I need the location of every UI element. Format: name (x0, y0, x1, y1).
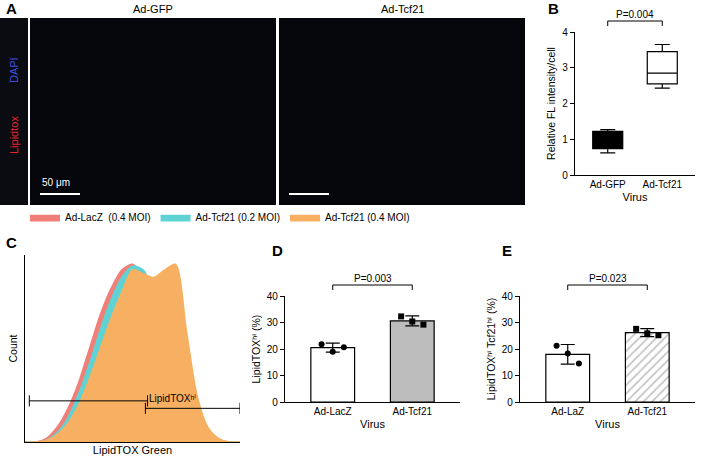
svg-text:Ad-LacZ: Ad-LacZ (314, 406, 352, 417)
svg-text:Ad-LaZ: Ad-LaZ (551, 406, 584, 417)
svg-text:40: 40 (267, 291, 279, 302)
svg-text:1: 1 (562, 134, 568, 145)
svg-text:40: 40 (502, 291, 514, 302)
svg-text:LipidTOXʰⁱ Tcf21ʰⁱ (%): LipidTOXʰⁱ Tcf21ʰⁱ (%) (485, 298, 497, 400)
svg-text:Ad-Tcf21: Ad-Tcf21 (393, 406, 433, 417)
svg-text:A: A (6, 0, 17, 17)
svg-text:30: 30 (267, 317, 279, 328)
svg-text:Ad-Tcf21 (0.2 MOI): Ad-Tcf21 (0.2 MOI) (196, 212, 280, 223)
svg-text:10: 10 (267, 370, 279, 381)
svg-text:Virus: Virus (623, 191, 648, 203)
svg-text:2: 2 (562, 98, 568, 109)
svg-text:Ad-Tcf21: Ad-Tcf21 (628, 406, 668, 417)
svg-text:0: 0 (562, 170, 568, 181)
svg-text:LipidTOXʰⁱ (%): LipidTOXʰⁱ (%) (250, 315, 262, 384)
svg-text:LipidTOXʰⁱ: LipidTOXʰⁱ (149, 393, 196, 404)
svg-text:Ad-GFP: Ad-GFP (590, 179, 626, 190)
svg-text:B: B (548, 0, 559, 17)
svg-text:30: 30 (502, 317, 514, 328)
svg-text:10: 10 (502, 370, 514, 381)
svg-text:Ad-Tcf21 (0.4 MOI): Ad-Tcf21 (0.4 MOI) (325, 212, 409, 223)
svg-text:20: 20 (267, 344, 279, 355)
svg-text:P=0.023: P=0.023 (589, 273, 627, 284)
svg-text:C: C (6, 234, 17, 251)
svg-text:20: 20 (502, 344, 514, 355)
svg-text:0: 0 (272, 397, 278, 408)
svg-text:Virus: Virus (360, 418, 385, 430)
svg-text:Count: Count (7, 334, 19, 362)
svg-text:Ad-Tcf21: Ad-Tcf21 (643, 179, 683, 190)
svg-text:3: 3 (562, 62, 568, 73)
svg-text:P=0.004: P=0.004 (616, 9, 654, 20)
svg-text:DAPI: DAPI (8, 57, 20, 83)
svg-text:0: 0 (507, 397, 513, 408)
svg-text:LipidTOX Green: LipidTOX Green (93, 444, 172, 456)
svg-text:E: E (502, 242, 512, 259)
svg-text:Relative FL intensity/cell: Relative FL intensity/cell (545, 47, 557, 160)
svg-text:Virus: Virus (595, 418, 620, 430)
svg-text:50 μm: 50 μm (42, 177, 70, 188)
svg-text:P=0.003: P=0.003 (354, 273, 392, 284)
svg-text:Lipidtox: Lipidtox (8, 116, 20, 154)
svg-text:D: D (272, 242, 283, 259)
svg-text:Ad-Tcf21: Ad-Tcf21 (381, 3, 424, 15)
svg-text:Ad-LacZ (0.4 MOI): Ad-LacZ (0.4 MOI) (65, 212, 151, 223)
svg-text:Ad-GFP: Ad-GFP (133, 3, 173, 15)
svg-text:4: 4 (562, 27, 568, 38)
